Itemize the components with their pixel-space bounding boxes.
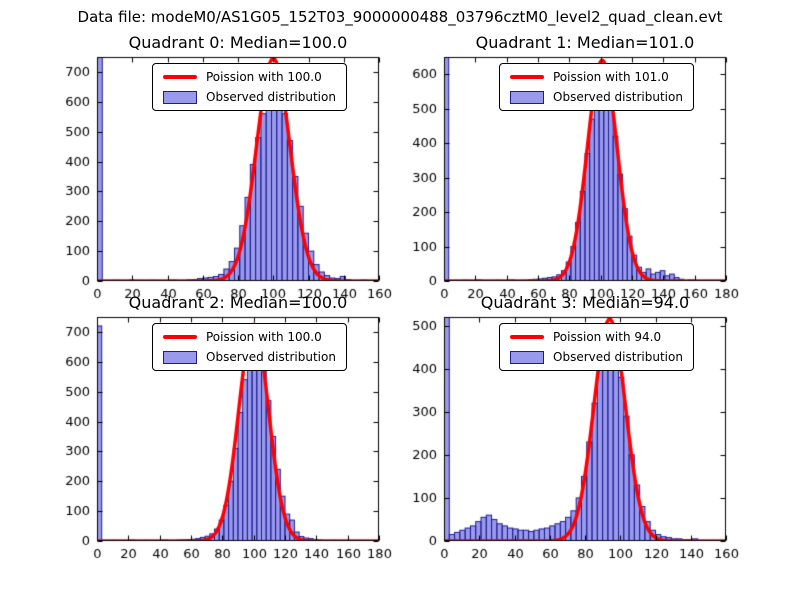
poisson-line-icon (163, 75, 197, 79)
legend-row-poisson: Poission with 100.0 (163, 70, 336, 84)
legend-row-observed: Observed distribution (163, 90, 336, 104)
legend-label-observed: Observed distribution (553, 90, 683, 104)
quadrant-2-legend: Poission with 100.0 Observed distributio… (152, 323, 347, 371)
legend-row-poisson: Poission with 94.0 (510, 330, 683, 344)
legend-row-poisson: Poission with 100.0 (163, 330, 336, 344)
poisson-line-icon (510, 335, 544, 339)
poisson-line-icon (510, 75, 544, 79)
observed-patch-icon (510, 350, 544, 364)
legend-row-observed: Observed distribution (163, 350, 336, 364)
quadrant-0-legend: Poission with 100.0 Observed distributio… (152, 63, 347, 111)
observed-patch-icon (163, 90, 197, 104)
observed-patch-icon (510, 90, 544, 104)
figure-title: Data file: modeM0/AS1G05_152T03_90000004… (77, 8, 723, 26)
quadrant-1-legend: Poission with 101.0 Observed distributio… (499, 63, 694, 111)
quadrant-3-legend: Poission with 94.0 Observed distribution (499, 323, 694, 371)
legend-row-poisson: Poission with 101.0 (510, 70, 683, 84)
legend-row-observed: Observed distribution (510, 350, 683, 364)
poisson-line-icon (163, 335, 197, 339)
legend-label-poisson: Poission with 100.0 (206, 70, 322, 84)
legend-label-observed: Observed distribution (553, 350, 683, 364)
legend-label-observed: Observed distribution (206, 350, 336, 364)
legend-label-poisson: Poission with 94.0 (553, 330, 662, 344)
legend-row-observed: Observed distribution (510, 90, 683, 104)
legend-label-poisson: Poission with 100.0 (206, 330, 322, 344)
legend-label-observed: Observed distribution (206, 90, 336, 104)
legend-label-poisson: Poission with 101.0 (553, 70, 669, 84)
observed-patch-icon (163, 350, 197, 364)
